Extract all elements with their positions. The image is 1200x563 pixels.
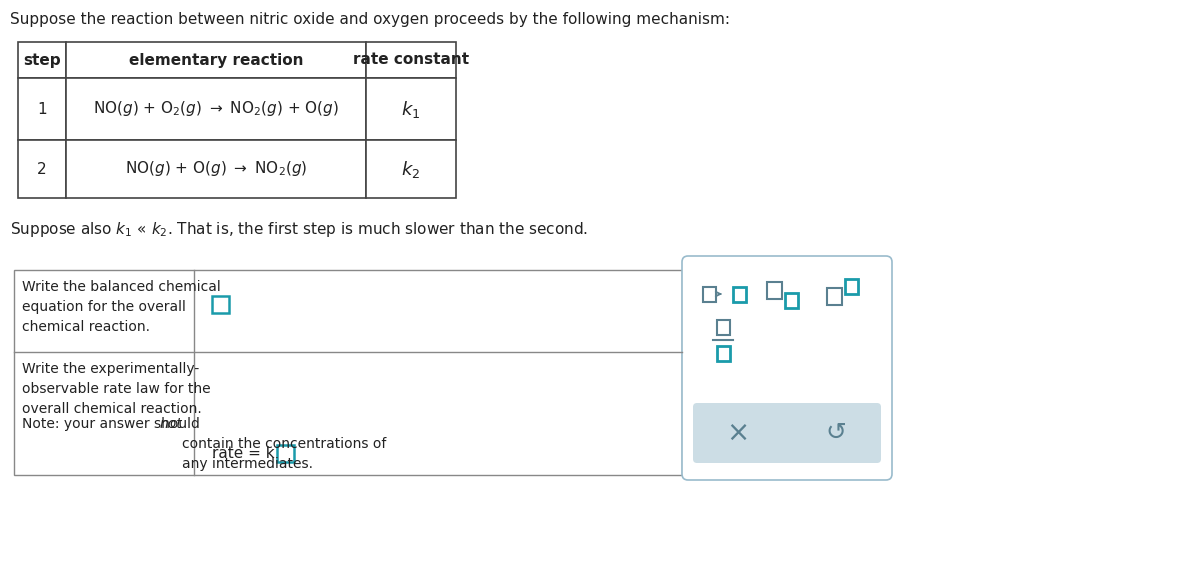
FancyBboxPatch shape <box>694 403 881 463</box>
Bar <box>716 319 730 334</box>
Text: not: not <box>160 417 182 431</box>
Text: NO$(g)$ + O$_2(g)$ $\rightarrow$ NO$_2(g)$ + O$(g)$: NO$(g)$ + O$_2(g)$ $\rightarrow$ NO$_2(g… <box>94 100 338 118</box>
Text: elementary reaction: elementary reaction <box>128 52 304 68</box>
Bar <box>18 78 66 140</box>
Text: step: step <box>23 52 61 68</box>
Text: Write the balanced chemical
equation for the overall
chemical reaction.: Write the balanced chemical equation for… <box>22 280 221 334</box>
Text: 1: 1 <box>37 101 47 117</box>
Bar <box>66 140 366 198</box>
Text: $k_2$: $k_2$ <box>402 159 420 180</box>
Text: NO$(g)$ + O$(g)$ $\rightarrow$ NO$_2(g)$: NO$(g)$ + O$(g)$ $\rightarrow$ NO$_2(g)$ <box>125 159 307 178</box>
Bar <box>366 78 456 140</box>
Bar <box>366 42 456 78</box>
Bar <box>366 140 456 198</box>
Bar <box>66 42 366 78</box>
Text: ↺: ↺ <box>826 421 846 445</box>
Bar <box>14 270 682 475</box>
Bar <box>845 279 858 293</box>
Text: Suppose the reaction between nitric oxide and oxygen proceeds by the following m: Suppose the reaction between nitric oxid… <box>10 12 730 27</box>
FancyBboxPatch shape <box>682 256 892 480</box>
Bar <box>767 282 781 298</box>
Bar <box>785 293 798 307</box>
Bar <box>212 296 229 313</box>
Bar <box>732 287 745 302</box>
Bar <box>827 288 841 305</box>
Text: contain the concentrations of
any intermediates.: contain the concentrations of any interm… <box>182 417 386 471</box>
Text: Write the experimentally-
observable rate law for the
overall chemical reaction.: Write the experimentally- observable rat… <box>22 362 211 416</box>
Bar <box>716 346 730 360</box>
Bar <box>277 445 294 462</box>
Text: Note: your answer should: Note: your answer should <box>22 417 204 431</box>
Text: $k_1$: $k_1$ <box>401 99 421 119</box>
Text: ×: × <box>726 419 750 447</box>
Bar <box>18 42 66 78</box>
Bar <box>18 140 66 198</box>
Text: Suppose also $k_1$ « $k_2$. That is, the first step is much slower than the seco: Suppose also $k_1$ « $k_2$. That is, the… <box>10 220 588 239</box>
Text: 2: 2 <box>37 162 47 176</box>
Bar <box>66 78 366 140</box>
Bar <box>702 287 715 302</box>
Text: rate constant: rate constant <box>353 52 469 68</box>
Text: rate = k: rate = k <box>212 445 280 461</box>
